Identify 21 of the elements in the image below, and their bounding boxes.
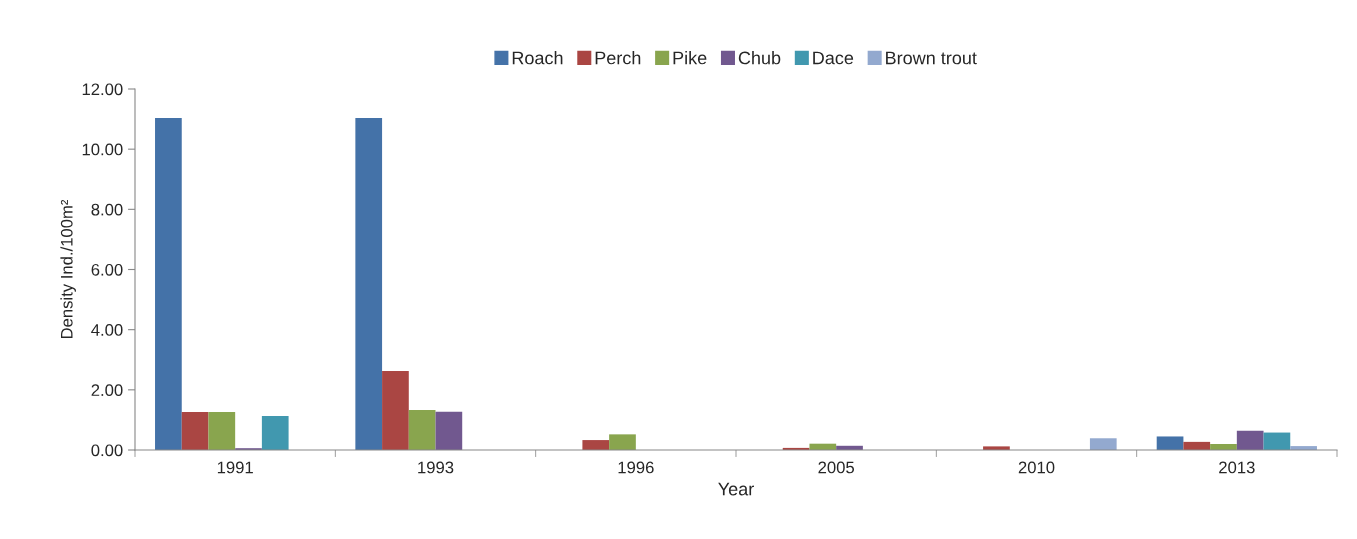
legend-label: Pike	[673, 51, 707, 65]
x-tick-label: 2010	[1018, 461, 1055, 474]
x-tick-label: 2013	[1219, 461, 1255, 474]
y-tick-label: 12.00	[82, 83, 123, 96]
y-tick-label: 4.00	[91, 324, 123, 336]
x-tick-label: 1993	[418, 461, 454, 474]
y-tick-label: 10.00	[82, 143, 123, 156]
y-tick-label: 0.00	[91, 444, 123, 457]
x-tick-label: 2005	[818, 461, 855, 474]
legend-label: Brown trout	[886, 51, 977, 65]
legend-label: Chub	[738, 51, 781, 65]
legend-label: Dace	[813, 51, 854, 65]
x-tick-label: 1991	[217, 461, 253, 474]
x-tick-label: 1996	[618, 461, 654, 474]
y-tick-label: 2.00	[91, 384, 123, 397]
legend-label: Perch	[595, 51, 641, 65]
x-axis-title: Year	[718, 482, 754, 496]
y-axis-title: Density Ind./100m²	[60, 199, 76, 339]
legend-label: Roach	[512, 51, 563, 65]
y-tick-label: 6.00	[91, 263, 123, 276]
y-tick-label: 8.00	[91, 203, 123, 216]
